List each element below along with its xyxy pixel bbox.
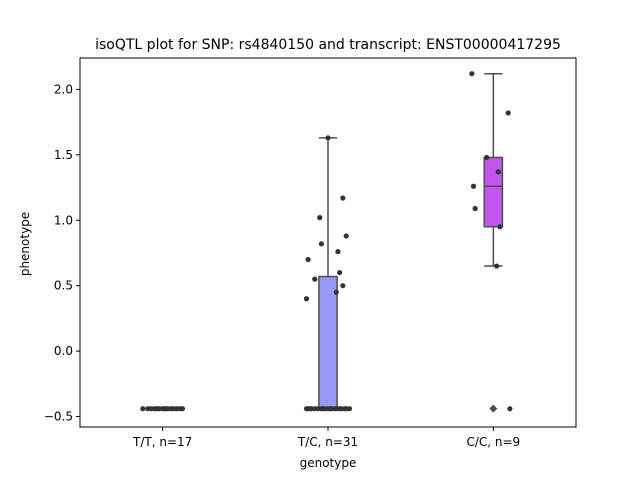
group-3-point-2 bbox=[505, 110, 511, 116]
x-tick-label-2: T/C, n=31 bbox=[297, 435, 358, 449]
y-axis-label: phenotype bbox=[18, 212, 32, 276]
group-2-point-1 bbox=[325, 135, 331, 141]
y-tick-label-6: 2.0 bbox=[54, 82, 73, 96]
group-3-box bbox=[483, 156, 504, 228]
group-2-box bbox=[318, 275, 338, 410]
group-3-outlier-1 bbox=[489, 404, 498, 413]
group-2-point-10 bbox=[340, 283, 346, 289]
group-3-point-3 bbox=[484, 154, 490, 161]
group-3-point-9 bbox=[507, 406, 513, 412]
group-3-point-4 bbox=[495, 169, 501, 175]
x-tick-label-1: T/T, n=17 bbox=[132, 435, 192, 449]
y-tick-label-4: 1.0 bbox=[54, 213, 73, 227]
group-3-point-7 bbox=[497, 224, 503, 230]
group-3-point-6 bbox=[472, 205, 478, 212]
group-3-point-1 bbox=[469, 71, 475, 77]
group-2-point-12 bbox=[303, 296, 310, 302]
group-3-point-5 bbox=[470, 183, 477, 189]
x-axis-label: genotype bbox=[300, 456, 357, 470]
group-2-point-8 bbox=[336, 269, 343, 276]
group-2-point-11 bbox=[333, 289, 339, 295]
group-1-point-17 bbox=[179, 406, 186, 412]
plot-marks bbox=[140, 71, 513, 413]
chart-title: isoQTL plot for SNP: rs4840150 and trans… bbox=[95, 37, 561, 53]
y-tick-label-3: 0.5 bbox=[54, 279, 73, 293]
group-2-point-31 bbox=[346, 406, 353, 412]
axes-layer: −0.5 0.0 0.5 1.0 1.5 2.0 T/T, n=17 T/C, n=31 C/C… bbox=[44, 57, 577, 449]
group-2-point-4 bbox=[343, 233, 349, 239]
y-tick-label-2: 0.0 bbox=[54, 344, 73, 358]
x-tick-label-3: C/C, n=9 bbox=[466, 435, 520, 449]
y-tick-label-1: −0.5 bbox=[44, 410, 73, 424]
group-2-point-2 bbox=[340, 195, 346, 201]
group-2-point-5 bbox=[318, 241, 324, 247]
group-2-point-9 bbox=[312, 276, 318, 282]
y-tick-label-5: 1.5 bbox=[54, 148, 73, 162]
group-1-point-1 bbox=[140, 406, 146, 412]
group-2-point-3 bbox=[317, 215, 323, 221]
group-3-point-8 bbox=[494, 263, 500, 269]
group-2-point-6 bbox=[335, 249, 341, 255]
group-2-point-7 bbox=[305, 256, 311, 263]
